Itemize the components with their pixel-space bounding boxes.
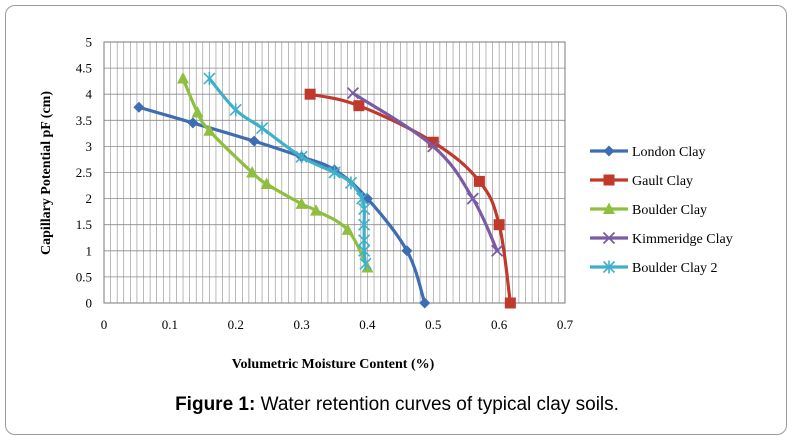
- legend-swatch-marker: [602, 231, 616, 245]
- y-tick-label: 5: [86, 35, 93, 50]
- series-boulder-clay: [177, 72, 374, 273]
- series-line-kimmeridge-clay: [351, 91, 499, 253]
- y-tick-label: 4: [86, 87, 93, 102]
- y-tick-label: 2.5: [76, 165, 92, 180]
- x-tick-label: 0.6: [491, 317, 508, 332]
- water-retention-chart: 0 0.1 0.2 0.3 0.4 0.5 0.6 0.7 0 0.5 1 1.5 2 2.5 3 3.5 4 4…: [39, 35, 733, 373]
- legend-label: London Clay: [632, 145, 706, 160]
- legend-label: Kimmeridge Clay: [632, 232, 733, 247]
- data-point-boulder-clay-2: [203, 72, 216, 86]
- series-kimmeridge-clay: [346, 87, 504, 257]
- data-point-gault-clay: [473, 175, 485, 187]
- data-point-kimmeridge-clay: [346, 87, 360, 100]
- data-point-boulder-clay-2: [344, 176, 358, 190]
- data-point-boulder-clay: [246, 166, 259, 178]
- legend-item-london-clay: London Clay: [590, 145, 706, 160]
- legend-item-boulder-clay: Boulder Clay: [590, 202, 707, 218]
- x-tick-label: 0.3: [293, 317, 309, 332]
- x-tick-label: 0.7: [557, 317, 574, 332]
- data-point-boulder-clay-2: [356, 192, 369, 206]
- y-tick-label: 3.5: [76, 113, 92, 128]
- plot-area-border: [103, 41, 566, 304]
- data-point-kimmeridge-clay: [427, 140, 440, 153]
- legend: London Clay Gault Clay Boulder Clay Kimmeri…: [590, 145, 733, 276]
- data-point-boulder-clay-2: [359, 257, 372, 271]
- data-point-boulder-clay-2: [229, 103, 242, 117]
- y-tick-label: 0: [86, 296, 93, 311]
- legend-item-kimmeridge-clay: Kimmeridge Clay: [590, 231, 733, 247]
- x-tick-label: 0.5: [425, 317, 441, 332]
- y-tick-label: 1: [86, 243, 93, 258]
- data-point-boulder-clay-2: [328, 166, 341, 179]
- legend-swatch-marker: [603, 145, 615, 157]
- caption-text: Water retention curves of typical clay s…: [260, 394, 619, 415]
- x-tick-label: 0.4: [359, 317, 376, 332]
- series: [133, 72, 516, 309]
- data-point-gault-clay: [504, 297, 516, 309]
- data-point-kimmeridge-clay: [491, 244, 504, 257]
- data-point-boulder-clay-2: [295, 150, 308, 164]
- legend-swatch-marker: [602, 260, 616, 274]
- data-point-boulder-clay-2: [255, 121, 269, 135]
- x-axis-title: Volumetric Moisture Content (%): [232, 357, 435, 372]
- data-point-boulder-clay-2: [358, 202, 371, 216]
- y-tick-label: 3: [86, 139, 93, 154]
- series-gault-clay: [304, 88, 516, 309]
- grid: [103, 41, 566, 304]
- data-point-boulder-clay: [310, 204, 323, 216]
- data-point-boulder-clay-2: [358, 244, 371, 258]
- data-point-gault-clay: [353, 100, 365, 112]
- legend-item-boulder-clay-2: Boulder Clay 2: [590, 260, 718, 276]
- legend-label: Boulder Clay 2: [632, 261, 718, 276]
- figure-caption: Figure 1: Water retention curves of typi…: [0, 394, 794, 416]
- figure-frame: [5, 5, 787, 435]
- legend-item-gault-clay: Gault Clay: [590, 174, 693, 189]
- x-tick-label: 0.2: [228, 317, 244, 332]
- x-tick-label: 0: [101, 317, 108, 332]
- data-point-boulder-clay-2: [358, 218, 371, 232]
- y-axis-title: Capillary Potential pF (cm): [39, 91, 54, 255]
- y-tick-label: 4.5: [76, 61, 92, 76]
- x-tick-label: 0.1: [162, 317, 178, 332]
- legend-label: Boulder Clay: [632, 203, 707, 218]
- data-point-gault-clay: [493, 219, 505, 231]
- data-point-london-clay: [401, 245, 413, 257]
- legend-swatch-marker: [603, 174, 615, 186]
- caption-label: Figure 1:: [175, 394, 256, 415]
- data-point-london-clay: [133, 101, 145, 113]
- data-point-boulder-clay: [341, 223, 354, 235]
- legend-swatch-marker: [603, 202, 615, 214]
- data-point-boulder-clay: [191, 105, 204, 118]
- data-point-boulder-clay: [177, 72, 190, 84]
- data-point-boulder-clay: [203, 124, 216, 136]
- y-tick-label: 1.5: [76, 217, 92, 232]
- y-tick-label: 0.5: [76, 269, 92, 284]
- tick-labels: 0 0.1 0.2 0.3 0.4 0.5 0.6 0.7 0 0.5 1 1.5 2 2.5 3 3.5 4 4…: [76, 35, 574, 333]
- data-point-boulder-clay: [295, 197, 308, 209]
- data-point-gault-clay: [304, 88, 316, 100]
- y-tick-label: 2: [86, 191, 93, 206]
- data-point-london-clay: [419, 297, 431, 309]
- data-point-gault-clay: [427, 136, 439, 148]
- series-boulder-clay-2: [203, 72, 372, 271]
- data-point-london-clay: [248, 135, 260, 147]
- legend-label: Gault Clay: [632, 174, 693, 189]
- series-line-london-clay: [137, 105, 427, 305]
- data-point-london-clay: [187, 117, 199, 129]
- data-point-boulder-clay: [260, 177, 273, 189]
- data-point-kimmeridge-clay: [466, 192, 479, 205]
